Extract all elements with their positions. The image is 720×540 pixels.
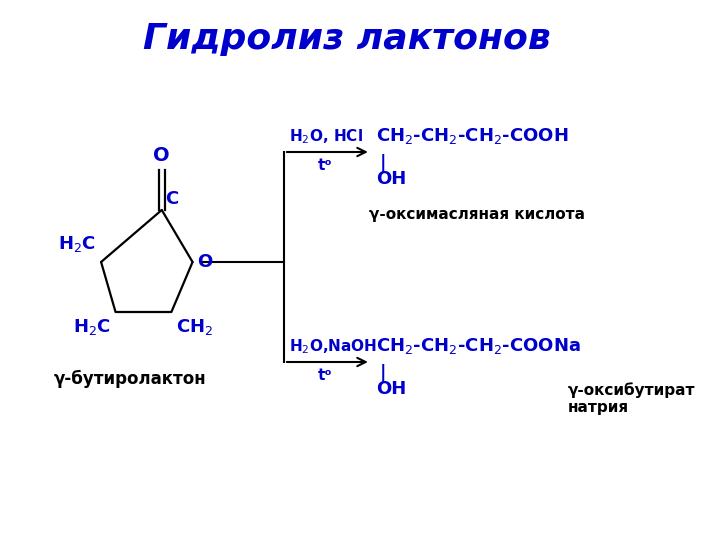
- Text: γ-оксибутират: γ-оксибутират: [568, 382, 696, 398]
- Text: CH$_2$-CH$_2$-CH$_2$-COOH: CH$_2$-CH$_2$-CH$_2$-COOH: [376, 126, 568, 146]
- Text: tᵒ: tᵒ: [318, 158, 333, 173]
- Text: γ-бутиролактон: γ-бутиролактон: [54, 370, 207, 388]
- Text: CH$_2$: CH$_2$: [176, 317, 213, 337]
- Text: O: O: [197, 253, 212, 271]
- Text: натрия: натрия: [568, 400, 629, 415]
- Text: γ-оксимасляная кислота: γ-оксимасляная кислота: [369, 207, 585, 222]
- Text: C: C: [166, 190, 179, 208]
- Text: O: O: [153, 146, 170, 165]
- Text: H$_2$C: H$_2$C: [58, 234, 96, 254]
- Text: H$_2$C: H$_2$C: [73, 317, 111, 337]
- Text: CH$_2$-CH$_2$-CH$_2$-COONa: CH$_2$-CH$_2$-CH$_2$-COONa: [376, 336, 580, 356]
- Text: H$_2$O, HCl: H$_2$O, HCl: [289, 127, 363, 146]
- Text: Гидролиз лактонов: Гидролиз лактонов: [143, 22, 551, 56]
- Text: OH: OH: [377, 170, 407, 188]
- Text: |: |: [379, 154, 386, 172]
- Text: OH: OH: [377, 380, 407, 398]
- Text: |: |: [379, 364, 386, 382]
- Text: H$_2$O,NaOH: H$_2$O,NaOH: [289, 338, 377, 356]
- Text: tᵒ: tᵒ: [318, 368, 333, 383]
